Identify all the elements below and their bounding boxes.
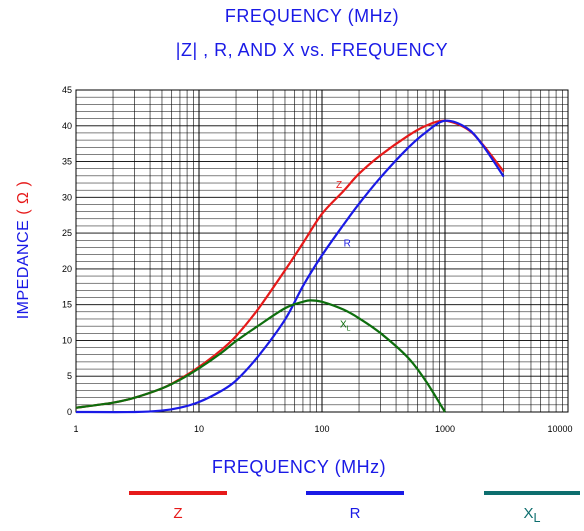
legend-label-z: Z (173, 505, 183, 522)
series-lines (75, 119, 505, 414)
y-tick-label: 10 (62, 335, 72, 345)
annotation-x: XL (340, 320, 351, 333)
y-tick-label: 15 (62, 300, 72, 310)
y-tick-label: 20 (62, 264, 72, 274)
y-tick-label: 0 (67, 407, 72, 417)
curve-annotations: Z R XL (336, 180, 351, 333)
series-line-x (75, 299, 446, 413)
legend-item-z: Z (128, 491, 228, 522)
x-tick-label: 1000 (435, 424, 455, 434)
x-tick-label: 1 (73, 424, 78, 434)
y-tick-label: 5 (67, 371, 72, 381)
legend-item-xl: XL (484, 491, 580, 525)
legend-label-x: X (523, 505, 534, 522)
legend-label-r: R (349, 505, 361, 522)
y-tick-label: 45 (62, 85, 72, 95)
y-tick-label: 40 (62, 121, 72, 131)
legend-label-xl: XL (484, 505, 580, 525)
x-axis-label: FREQUENCY (MHz) (211, 457, 387, 477)
legend-label-x-sub: L (533, 511, 541, 525)
annotation-z: Z (336, 180, 342, 191)
x-tick-label: 10000 (547, 424, 572, 434)
legend-swatch-r (306, 491, 404, 495)
chart-title: FREQUENCY (MHz) (224, 6, 400, 26)
grid (75, 89, 569, 413)
legend-swatch-xl (484, 491, 580, 495)
y-tick-label: 30 (62, 192, 72, 202)
chart-subtitle: |Z| , R, AND X vs. FREQUENCY (175, 40, 449, 60)
annotation-r: R (344, 239, 351, 250)
series-line-r (75, 119, 505, 414)
annotation-sub: L (347, 326, 351, 333)
y-tick-label: 35 (62, 157, 72, 167)
tick-labels: 0 5 10 15 20 25 30 35 40 45 1 10 100 1000 10000 (62, 85, 573, 434)
legend-swatch-z (129, 491, 227, 495)
legend-item-r: R (305, 491, 405, 522)
x-tick-label: 10 (194, 424, 204, 434)
y-tick-label: 25 (62, 228, 72, 238)
x-tick-label: 100 (314, 424, 329, 434)
